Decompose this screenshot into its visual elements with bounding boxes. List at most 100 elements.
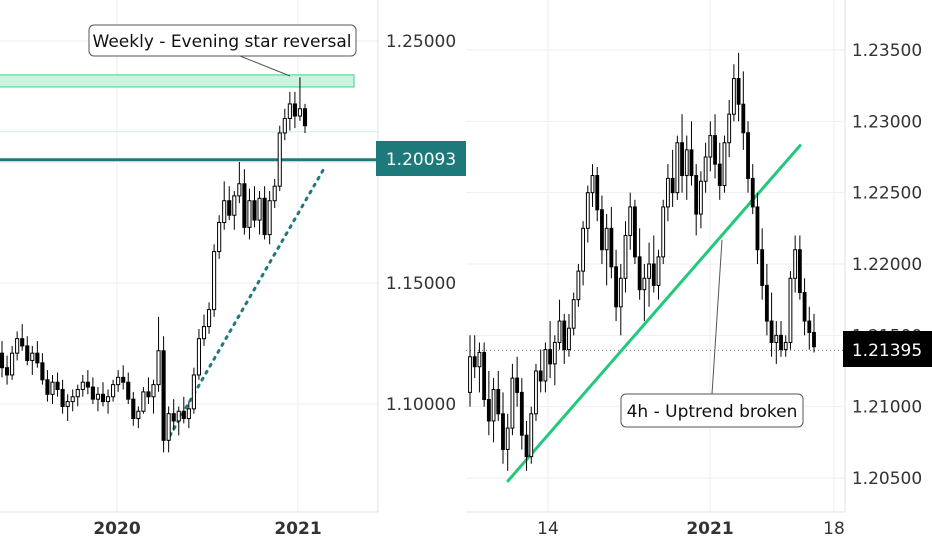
weekly-candle-body (267, 200, 272, 236)
4h-x-tick-label: 18 (823, 519, 845, 539)
weekly-candle-body (201, 326, 207, 340)
4h-candle-body (571, 299, 576, 329)
4h-candle-body (802, 292, 807, 322)
4h-x-tick-label: 14 (537, 519, 559, 539)
4h-candle-body (689, 149, 694, 177)
4h-candle-body (604, 227, 609, 251)
4h-candle-body (581, 227, 586, 272)
weekly-candle-body (40, 362, 45, 381)
weekly-x-tick-label: 2020 (93, 519, 140, 539)
weekly-price-badge: 1.20093 (376, 141, 466, 176)
4h-y-tick-label: 1.22500 (852, 184, 922, 204)
4h-candle-body (698, 180, 703, 215)
4h-candle-body (538, 370, 543, 382)
4h-time-axis[interactable]: 14 2021 18 (537, 519, 845, 539)
4h-candle-body (661, 206, 666, 258)
weekly-candle-body (85, 381, 90, 388)
weekly-callout-text: Weekly - Evening star reversal (93, 32, 352, 52)
4h-candle-body (557, 320, 562, 343)
4h-candle-body (600, 209, 604, 251)
weekly-candle-body (60, 388, 65, 407)
4h-candle-body (764, 284, 769, 322)
weekly-candle-body (0, 352, 5, 369)
4h-candle-body (642, 277, 647, 291)
weekly-candle-body (257, 197, 262, 221)
weekly-candle-body (287, 103, 292, 119)
weekly-candle-body (217, 222, 222, 253)
4h-candle-body (755, 206, 760, 251)
4h-candle-body (576, 270, 581, 301)
weekly-candle-body (15, 338, 20, 354)
4h-candle-body (590, 175, 595, 194)
weekly-candle-body (222, 200, 227, 224)
4h-candles (468, 52, 816, 471)
weekly-callout-pointer (239, 55, 291, 77)
weekly-candle-body (25, 345, 30, 361)
4h-candle-body (637, 256, 642, 291)
weekly-candle-body (166, 413, 171, 441)
4h-candle-body (717, 163, 722, 187)
weekly-candle-body (141, 391, 146, 412)
weekly-price-axis[interactable]: 1.25000 1.15000 1.10000 (386, 32, 456, 415)
4h-y-tick-label: 1.23500 (852, 41, 922, 61)
4h-candle-body (548, 349, 553, 365)
4h-candle-body (562, 320, 567, 351)
weekly-candle-body (30, 352, 35, 361)
weekly-candle-body (126, 381, 131, 400)
4h-y-tick-label: 1.20500 (852, 469, 922, 489)
weekly-candle-body (45, 379, 50, 395)
4h-candle-body (567, 327, 571, 351)
weekly-price-badge-bg (376, 141, 466, 176)
weekly-candle-body (156, 350, 161, 386)
weekly-candle-body (50, 381, 55, 395)
4h-candle-body (614, 266, 618, 308)
weekly-y-tick-label: 1.10000 (386, 395, 456, 415)
weekly-candle-body (262, 197, 267, 236)
4h-candle-body (515, 377, 520, 393)
weekly-candle-body (80, 381, 85, 390)
weekly-candle-body (111, 384, 116, 398)
4h-candle-body (633, 206, 637, 258)
4h-candle-body (482, 351, 487, 401)
4h-candle-body (501, 413, 505, 450)
weekly-time-axis[interactable]: 2020 2021 (93, 519, 321, 539)
weekly-candle-body (292, 103, 297, 117)
4h-candle-body (628, 206, 633, 236)
weekly-candle-body (247, 200, 252, 228)
4h-y-tick-label: 1.21000 (852, 398, 922, 418)
4h-candle-body (750, 177, 755, 208)
weekly-candle-body (176, 410, 181, 422)
4h-chart-panel: 4h - Uptrend broken 1.23500 1.23000 1.2250… (466, 0, 932, 539)
4h-candle-body (529, 413, 534, 458)
weekly-y-tick-label: 1.25000 (386, 32, 456, 52)
4h-candle-body (779, 334, 783, 351)
weekly-candle-body (131, 398, 136, 420)
weekly-callout: Weekly - Evening star reversal (88, 24, 357, 57)
weekly-candle-body (121, 376, 126, 383)
4h-candle-body (524, 434, 529, 458)
4h-candle-body (774, 334, 779, 343)
weekly-candle-body (116, 376, 121, 386)
4h-candle-body (675, 142, 680, 194)
4h-candle-body (727, 113, 732, 144)
weekly-candle-body (161, 350, 166, 441)
4h-candle-body (618, 277, 623, 308)
4h-candle-body (746, 132, 750, 179)
weekly-candle-body (171, 413, 176, 422)
4h-candle-body (552, 341, 557, 365)
4h-price-axis[interactable]: 1.235001.230001.225001.220001.215001.210… (852, 41, 922, 489)
4h-candle-body (477, 351, 482, 368)
weekly-y-tick-label: 1.15000 (386, 274, 456, 294)
4h-candle-body (585, 192, 590, 229)
weekly-candle-body (65, 401, 70, 407)
4h-candle-body (623, 234, 628, 279)
weekly-candle-body (282, 117, 287, 134)
weekly-x-tick-label: 2021 (274, 519, 321, 539)
4h-candle-body (486, 399, 491, 422)
4h-candle-body (468, 356, 472, 393)
4h-candle-body (543, 349, 548, 382)
4h-candle-body (741, 103, 746, 134)
weekly-candle-body (232, 195, 237, 216)
weekly-candle-body (297, 108, 303, 117)
